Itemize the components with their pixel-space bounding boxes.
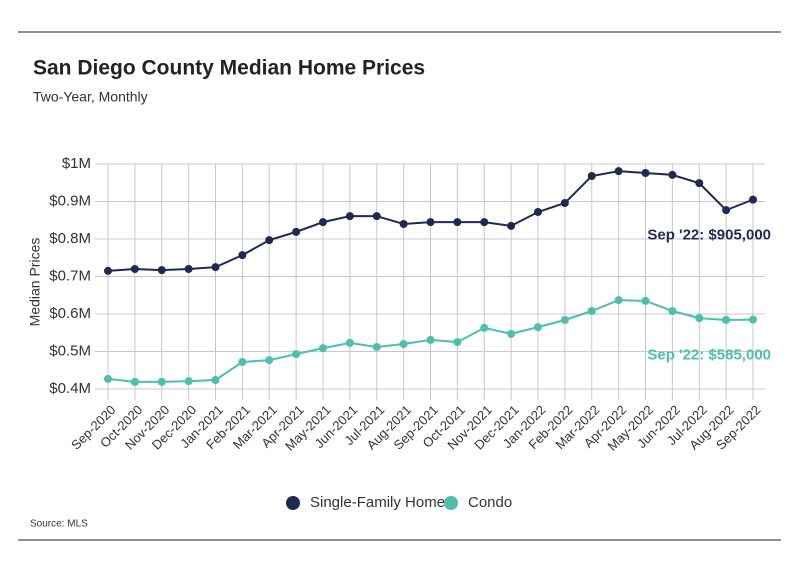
data-point [399,340,408,348]
y-tick-label: $0.6M [49,305,91,322]
data-point [614,167,623,176]
data-point [345,338,354,347]
data-point [372,343,381,351]
data-point [507,221,516,230]
data-point [211,263,220,272]
data-point [614,296,623,305]
data-point [265,236,274,245]
chart-title: San Diego County Median Home Prices [33,57,425,80]
data-point [695,314,704,323]
data-point [184,265,193,273]
data-point [426,218,435,227]
y-tick-label: $0.9M [49,192,91,209]
data-point [587,172,596,180]
data-point [453,338,462,347]
data-point [372,212,381,221]
data-point [211,376,220,384]
legend-label: Single-Family Home [310,494,445,511]
y-tick-label: $0.8M [49,230,91,247]
data-point [399,220,408,228]
data-point [319,218,327,227]
data-point [184,377,193,386]
legend-marker [444,496,458,510]
data-point [560,199,569,207]
legend-marker [286,496,300,510]
data-point [749,315,757,324]
data-point [534,323,542,332]
y-tick-label: $0.4M [49,380,91,397]
data-point [480,218,489,227]
data-point [130,377,139,386]
data-point [130,265,139,273]
data-point [157,377,166,386]
data-point [722,316,731,324]
data-point [426,335,435,344]
data-point [641,169,650,177]
data-point [560,316,569,324]
data-point [104,266,112,275]
data-point [104,374,112,383]
data-point [641,296,650,305]
data-point [480,323,489,332]
data-point [722,206,731,215]
legend-label: Condo [468,494,512,511]
data-point [668,170,677,179]
y-tick-label: $0.5M [49,342,91,359]
data-point [345,212,354,221]
data-point [668,307,677,315]
data-point [587,307,596,315]
data-point [292,227,301,236]
data-point [695,179,704,188]
data-point [292,350,301,359]
data-point [453,218,462,227]
y-axis-label: Median Prices [27,238,43,327]
chart-subtitle: Two-Year, Monthly [33,89,148,105]
data-point [157,266,166,275]
data-point [534,208,542,216]
source: Source: MLS [30,519,88,530]
data-point [238,251,247,260]
data-point [749,195,757,204]
y-tick-label: $1M [62,155,91,172]
data-point [319,344,327,353]
data-point [238,358,247,366]
data-point [507,329,516,338]
annotation: Sep '22: $905,000 [647,227,771,244]
data-point [265,356,274,365]
y-tick-label: $0.7M [49,267,91,284]
annotation: Sep '22: $585,000 [647,347,771,364]
